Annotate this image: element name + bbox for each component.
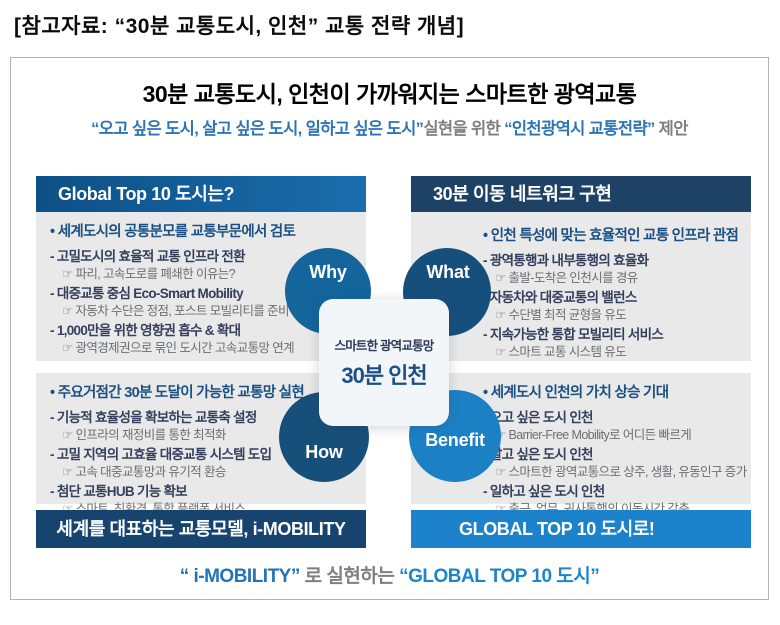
strategy-item: - 지속가능한 통합 모빌리티 서비스 ☞ 스마트 교통 시스템 유도 <box>483 326 749 361</box>
footer-imobility: “ i-MOBILITY” <box>179 566 301 587</box>
item-head: - 광역통행과 내부통행의 효율화 <box>483 253 649 268</box>
item-head: - 살고 싶은 도시 인천 <box>483 447 593 462</box>
item-head: - 1,000만을 위한 영향권 흡수 & 확대 <box>50 323 241 338</box>
benefit-bullet-heading: • 세계도시 인천의 가치 상승 기대 <box>483 385 669 401</box>
item-sub: ☞ 파리, 고속도로를 폐쇄한 이유는? <box>62 267 236 281</box>
how-circle-label: How <box>305 442 343 462</box>
strategy-item: - 고밀 지역의 고효율 대중교통 시스템 도입 ☞ 고속 대중교통망과 유기적… <box>50 446 362 481</box>
strategy-item: - 살고 싶은 도시 인천 ☞ 스마트한 광역교통으로 상주, 생활, 유동인구… <box>483 446 749 481</box>
footer-middle: 로 실현하는 <box>299 566 400 587</box>
item-sub: ☞ 광역경제권으로 묶인 도시간 고속교통망 연계 <box>62 341 295 355</box>
item-head: - 첨단 교통HUB 기능 확보 <box>50 484 188 499</box>
strategy-item: - 고밀도시의 효율적 교통 인프라 전환 ☞ 파리, 고속도로를 폐쇄한 이유… <box>50 248 362 283</box>
item-head: - 지속가능한 통합 모빌리티 서비스 <box>483 327 664 342</box>
how-bullet-heading: • 주요거점간 30분 도달이 가능한 교통망 실현 <box>50 385 305 401</box>
item-sub: ☞ 수단별 최적 균형을 유도 <box>495 308 627 322</box>
banner-global-top10: GLOBAL TOP 10 도시로! <box>411 510 751 548</box>
banner-imobility: 세계를 대표하는 교통모델, i-MOBILITY <box>36 510 366 548</box>
item-head: - 기능적 효율성을 확보하는 교통축 설정 <box>50 410 257 425</box>
strategy-diagram-frame: 30분 교통도시, 인천이 가까워지는 스마트한 광역교통 “오고 싶은 도시,… <box>10 57 769 600</box>
subtitle-suffix: 제안 <box>654 120 689 138</box>
quadrant-body-what: • 인천 특성에 맞는 효율적인 교통 인프라 관점 - 광역통행과 내부통행의… <box>411 212 751 361</box>
why-bullet-heading: • 세계도시의 공통분모를 교통부문에서 검토 <box>50 224 296 240</box>
item-sub: ☞ 인프라의 재정비를 통한 최적화 <box>62 428 226 442</box>
item-head: - 자동차와 대중교통의 밸런스 <box>483 290 637 305</box>
subtitle-quote-strategy: “인천광역시 교통전략” <box>504 120 655 138</box>
subtitle-quote-cities: “오고 싶은 도시, 살고 싶은 도시, 일하고 싶은 도시” <box>91 120 424 138</box>
footer-slogan: “ i-MOBILITY” 로 실현하는 “GLOBAL TOP 10 도시” <box>11 561 768 588</box>
diagram-title: 30분 교통도시, 인천이 가까워지는 스마트한 광역교통 <box>142 81 637 107</box>
item-sub: ☞ 출발-도착은 인천시를 경유 <box>495 271 638 285</box>
item-sub: ☞ 자동차 수단은 정점, 포스트 모빌리티를 준비 <box>62 304 290 318</box>
item-head: - 고밀도시의 효율적 교통 인프라 전환 <box>50 249 246 264</box>
quadrant-header-network: 30분 이동 네트워크 구현 <box>411 176 751 212</box>
what-bullet-heading: • 인천 특성에 맞는 효율적인 교통 인프라 관점 <box>483 228 739 244</box>
item-sub: ☞ 고속 대중교통망과 유기적 환승 <box>62 465 226 479</box>
strategy-item: - 오고 싶은 도시 인천 ☞ Barrier-Free Mobility로 어… <box>483 409 749 444</box>
strategy-item: - 광역통행과 내부통행의 효율화 ☞ 출발-도착은 인천시를 경유 <box>483 252 749 287</box>
quadrant-body-how: • 주요거점간 30분 도달이 가능한 교통망 실현 - 기능적 효율성을 확보… <box>36 373 366 516</box>
center-card-caption: 스마트한 광역교통망 <box>334 339 435 353</box>
strategy-item: - 1,000만을 위한 영향권 흡수 & 확대 ☞ 광역경제권으로 묶인 도시… <box>50 322 362 357</box>
item-head: - 오고 싶은 도시 인천 <box>483 410 593 425</box>
item-sub: ☞ 스마트한 광역교통으로 상주, 생활, 유동인구 증가 <box>495 465 747 479</box>
subtitle-middle: 실현을 위한 <box>423 120 505 138</box>
diagram-subtitle: “오고 싶은 도시, 살고 싶은 도시, 일하고 싶은 도시”실현을 위한 “인… <box>11 115 768 139</box>
benefit-circle-label: Benefit <box>425 430 485 450</box>
why-circle-label: Why <box>309 262 347 282</box>
item-sub: ☞ 스마트 교통 시스템 유도 <box>495 345 627 359</box>
strategy-item: - 기능적 효율성을 확보하는 교통축 설정 ☞ 인프라의 재정비를 통한 최적… <box>50 409 362 444</box>
center-card-title: 30분 인천 <box>341 363 427 388</box>
item-head: - 고밀 지역의 고효율 대중교통 시스템 도입 <box>50 447 272 462</box>
item-sub: ☞ Barrier-Free Mobility로 어디든 빠르게 <box>495 428 692 442</box>
center-card: 스마트한 광역교통망 30분 인천 <box>319 299 449 426</box>
page-title: [참고자료: “30분 교통도시, 인천” 교통 전략 개념] <box>14 15 465 38</box>
strategy-item: - 자동차와 대중교통의 밸런스 ☞ 수단별 최적 균형을 유도 <box>483 289 749 324</box>
item-head: - 일하고 싶은 도시 인천 <box>483 484 605 499</box>
what-circle-label: What <box>426 262 470 282</box>
item-head: - 대중교통 중심 Eco-Smart Mobility <box>50 286 244 301</box>
footer-global: “GLOBAL TOP 10 도시” <box>399 566 600 587</box>
quadrant-header-global-top10: Global Top 10 도시는? <box>36 176 366 212</box>
strategy-item: - 대중교통 중심 Eco-Smart Mobility ☞ 자동차 수단은 정… <box>50 285 362 320</box>
